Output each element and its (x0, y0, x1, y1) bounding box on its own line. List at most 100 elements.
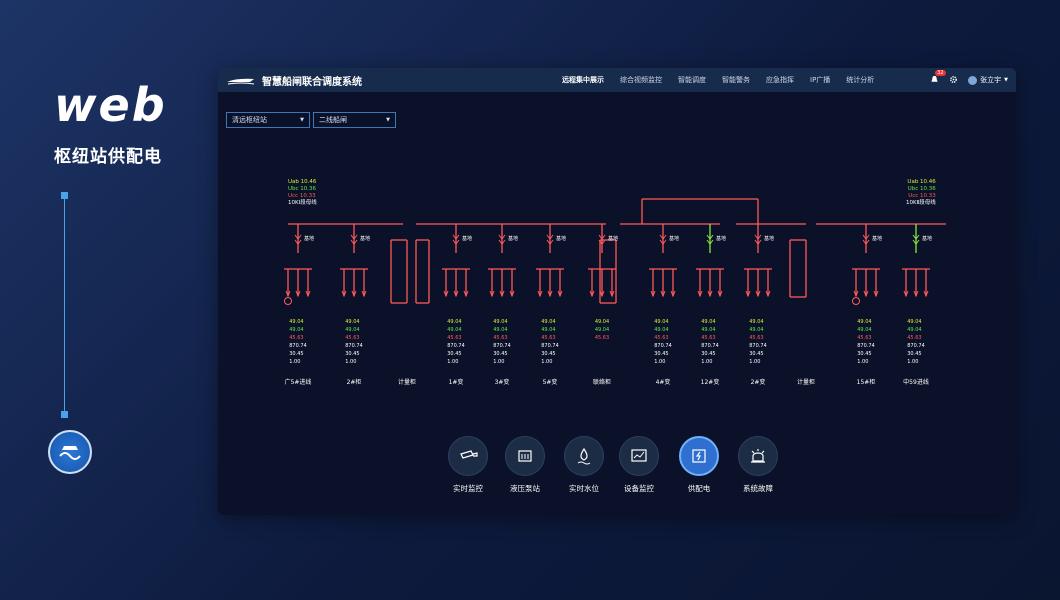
arrow-8-2 (717, 290, 723, 298)
feeder-v4: 870.74 (749, 343, 767, 349)
arrow-3-0 (443, 290, 449, 298)
dock-button[interactable] (448, 436, 488, 476)
arrow-7-0 (650, 290, 656, 298)
top-bar: 智慧船闸联合调度系统 远程集中展示 综合视频监控 智能调度 智能警务 应急指挥 … (218, 68, 1016, 92)
feeder-v6: 1.00 (907, 359, 919, 365)
nav-item-statistics[interactable]: 统计分析 (846, 76, 875, 84)
ground-label-8: 基地 (716, 235, 726, 242)
chevron-down-icon: ▼ (386, 117, 390, 123)
dock-item-equipment[interactable]: 设备监控 (617, 436, 661, 494)
feeder-v3: 45.63 (749, 335, 764, 341)
feeder-label: 12#变 (700, 379, 720, 386)
feeder-v5: 30.45 (907, 351, 922, 357)
feeder-values: 49.04 49.04 45.63 870.74 30.45 1.00 (749, 318, 767, 366)
ground-label-4: 基地 (508, 235, 518, 242)
feeder-v6: 1.00 (289, 359, 301, 365)
arrow-0-2 (305, 290, 311, 298)
ship-logo-icon (227, 78, 255, 85)
lock-select-value: 二线船闸 (319, 116, 347, 124)
feeder-v2: 49.04 (654, 327, 669, 333)
feeder-v1: 49.04 (907, 319, 922, 325)
dock-button[interactable] (505, 436, 545, 476)
arrow-12-0 (903, 290, 909, 298)
ground-label-0: 基地 (304, 235, 314, 242)
feeder-values: 49.04 49.04 45.63 870.74 30.45 1.00 (493, 318, 511, 366)
breaker-chevron-11 (862, 234, 870, 245)
feeder-values: 49.04 49.04 45.63 870.74 30.45 1.00 (289, 318, 307, 366)
user-menu[interactable]: 张立宇 ▼ (968, 75, 1008, 85)
feeder-v2: 49.04 (289, 327, 304, 333)
dock-button[interactable] (679, 436, 719, 476)
arrow-4-1 (499, 290, 505, 298)
feeder-v1: 49.04 (857, 319, 872, 325)
settings-button[interactable] (949, 75, 958, 86)
water-level-icon (577, 447, 591, 465)
arrow-11-1 (863, 290, 869, 298)
arrow-9-1 (755, 290, 761, 298)
feeder-v2: 49.04 (749, 327, 764, 333)
breaker-chevron-6 (598, 234, 606, 245)
feeder-v2: 49.04 (701, 327, 716, 333)
dock-item-alarm[interactable]: 系统故障 (736, 436, 780, 494)
feeder-v3: 45.63 (447, 335, 462, 341)
nav-item-ip-broadcast[interactable]: IP广播 (810, 76, 831, 84)
dock-label: 供配电 (687, 484, 711, 493)
timeline-dot-bottom (61, 411, 68, 418)
dock-button[interactable] (564, 436, 604, 476)
nav-item-video-monitoring[interactable]: 综合视频监控 (620, 76, 662, 84)
feeder-v1: 49.04 (701, 319, 716, 325)
alarm-icon (751, 449, 765, 463)
ground-label-11: 基地 (872, 235, 882, 242)
arrow-6-1 (599, 290, 605, 298)
feeder-v2: 49.04 (447, 327, 462, 333)
feeder-label: 广5#进线 (284, 379, 312, 386)
bus-right-telemetry: Uab 10.46 Ubc 10.36 Ucc 10.33 10KⅡ段母线 (906, 179, 936, 207)
feeder-label: 计量柜 (796, 379, 816, 386)
dock-label: 实时水位 (569, 484, 599, 493)
app-window: 智慧船闸联合调度系统 远程集中展示 综合视频监控 智能调度 智能警务 应急指挥 … (218, 68, 1016, 515)
nav-item-scheduling[interactable]: 智能调度 (678, 76, 706, 84)
bus-left-ubc: Ubc 10.36 (288, 186, 317, 192)
feeder-label: 中59进线 (903, 379, 929, 386)
arrow-4-2 (509, 290, 515, 298)
feeder-v3: 45.63 (907, 335, 922, 341)
bell-button[interactable]: 32 (930, 69, 946, 86)
feeder-values: 49.04 49.04 45.63 870.74 30.45 1.00 (447, 318, 465, 366)
feeder-values: 49.04 49.04 45.63 870.74 30.45 1.00 (654, 318, 672, 366)
breaker-chevron-5 (546, 234, 554, 245)
dock-button[interactable] (738, 436, 778, 476)
dock-item-power[interactable]: 供配电 (677, 436, 721, 494)
nav-item-remote-display[interactable]: 远程集中展示 (562, 76, 604, 84)
breaker-chevron-4 (498, 234, 506, 245)
motor-symbol-0 (284, 297, 292, 305)
feeder-v3: 45.63 (701, 335, 716, 341)
avatar (968, 75, 978, 85)
motor-symbol-11 (852, 297, 860, 305)
feeder-v4: 870.74 (857, 343, 875, 349)
dock-item-pump[interactable]: 液压泵站 (503, 436, 547, 494)
dock-item-water-level[interactable]: 实时水位 (562, 436, 606, 494)
feeder-v4: 870.74 (493, 343, 511, 349)
chevron-down-icon: ▼ (1004, 77, 1008, 83)
feeder-v6: 1.00 (447, 359, 459, 365)
breaker-chevron-9 (754, 234, 762, 245)
arrow-12-2 (923, 290, 929, 298)
nav-item-police[interactable]: 智能警务 (722, 76, 750, 84)
arrow-3-1 (453, 290, 459, 298)
feeder-values: 49.04 49.04 45.63 (595, 318, 609, 342)
wave-logo-icon (59, 446, 81, 460)
arrow-1-1 (351, 290, 357, 298)
dock-item-camera[interactable]: 实时监控 (446, 436, 490, 494)
breaker-chevron-0 (294, 234, 302, 245)
timeline-line (64, 196, 65, 414)
arrow-12-1 (913, 290, 919, 298)
feeder-v2: 49.04 (493, 327, 508, 333)
arrow-0-1 (295, 290, 301, 298)
ground-label-12: 基地 (922, 235, 932, 242)
feeder-label: 5#变 (542, 379, 558, 386)
lock-select[interactable]: 二线船闸 ▼ (313, 112, 396, 128)
nav-item-emergency[interactable]: 应急指挥 (766, 76, 794, 84)
arrow-8-0 (697, 290, 703, 298)
station-select[interactable]: 清远枢纽站 ▼ (226, 112, 310, 128)
dock-button[interactable] (619, 436, 659, 476)
